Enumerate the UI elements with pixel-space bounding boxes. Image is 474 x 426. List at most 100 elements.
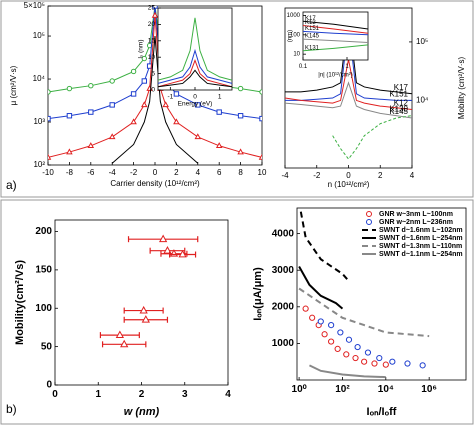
marker	[376, 354, 383, 362]
panel-label: a)	[6, 178, 17, 192]
series-line	[158, 48, 232, 84]
x-tick-label: 2	[174, 168, 179, 177]
marker	[178, 249, 187, 258]
marker	[321, 331, 328, 338]
y-axis-label: Iₒₙ(μA/μm)	[252, 267, 264, 321]
marker	[237, 85, 244, 92]
marker	[337, 329, 344, 336]
marker	[328, 338, 335, 345]
y-axis-label: Mobility(cm²/Vs)	[14, 260, 26, 345]
x-tick-label: 4	[225, 389, 231, 400]
plot-area	[302, 11, 369, 61]
series-label: K12	[394, 99, 409, 108]
legend-label: SWNT d~1.6nm L~102nm	[379, 227, 463, 234]
marker	[141, 55, 148, 62]
y-axis-label: lₛ (nm)	[138, 39, 145, 58]
marker	[48, 89, 51, 95]
x-tick-label: 1	[345, 64, 349, 70]
marker	[141, 315, 150, 323]
series-line	[303, 38, 368, 43]
y-tick-label: 0	[46, 380, 52, 391]
y-axis-label: μ (cm²/V·s)	[9, 65, 18, 105]
y-tick-label: 50	[41, 341, 53, 352]
panel-frame	[0, 199, 474, 425]
y-tick-label: 10⁵	[33, 31, 45, 40]
marker	[354, 343, 361, 351]
marker	[317, 318, 324, 325]
marker	[366, 219, 372, 225]
marker	[108, 133, 116, 140]
x-tick-label: -8	[66, 168, 74, 177]
series-line	[303, 44, 368, 52]
legend-label: SWNT d~1.3nm L~110nm	[379, 243, 462, 250]
x-tick-label: 10⁴	[378, 384, 394, 395]
x-axis-label: Energy (eV)	[178, 101, 213, 108]
series-line	[303, 20, 368, 30]
series-line	[298, 287, 430, 338]
marker	[361, 358, 368, 365]
marker	[173, 118, 180, 125]
y-tick-label: 25	[148, 5, 156, 12]
marker	[382, 361, 389, 368]
marker	[151, 11, 159, 18]
marker	[309, 314, 316, 321]
y-tick-label: 4000	[272, 228, 295, 239]
marker	[259, 115, 262, 122]
marker	[215, 142, 223, 149]
plot-area	[54, 219, 229, 386]
marker	[162, 101, 169, 108]
plot: 10⁰ 10² 10⁴ 10⁶ 1000 2000 3000 4000 Iₒₙ/Iₒff Iₒₙ(…	[252, 207, 467, 418]
series-line	[158, 59, 232, 88]
x-tick-label: 0.1	[299, 64, 308, 70]
marker	[195, 102, 201, 108]
marker	[404, 360, 411, 367]
series-label: K145	[305, 34, 320, 40]
series-label: K151	[305, 26, 320, 32]
x-axis-label: Iₒₙ/Iₒff	[367, 406, 397, 418]
legend-label: SWNT d~1.1nm L~254nm	[379, 251, 463, 258]
marker	[139, 305, 148, 314]
y-tick-label: 1000	[287, 13, 301, 19]
y-tick-label: 3000	[272, 265, 295, 276]
marker	[109, 78, 115, 84]
series-line	[48, 6, 262, 120]
marker	[237, 113, 244, 119]
marker	[343, 351, 350, 358]
y-tick-label: 10⁵	[416, 37, 428, 46]
series-label: K130	[389, 105, 408, 114]
x-tick-label: -1	[167, 94, 173, 101]
marker	[87, 142, 95, 149]
panel-label: b)	[6, 402, 17, 416]
series-group	[99, 234, 199, 348]
marker	[141, 78, 148, 84]
series-label: K17	[305, 16, 316, 22]
x-tick-label: 10²	[335, 384, 350, 395]
series-group	[158, 17, 232, 88]
x-axis-label: Carrier density (10¹²/cm²)	[110, 179, 200, 188]
x-tick-label: 4	[410, 171, 415, 180]
series-label: K12	[305, 20, 316, 26]
x-axis-label: |n| (10¹²/cm²)	[318, 73, 352, 79]
series-line	[285, 81, 412, 119]
marker	[334, 345, 341, 352]
marker	[237, 148, 244, 155]
marker	[66, 148, 73, 155]
legend-label: GNR w~2nm L~236nm	[379, 219, 453, 226]
marker	[88, 82, 94, 89]
x-tick-label: 0	[52, 389, 58, 400]
x-axis-label: n (10¹²/cm²)	[328, 180, 370, 189]
series-line	[332, 115, 412, 160]
marker	[48, 115, 51, 122]
marker	[173, 91, 180, 97]
plot: 0 1 2 3 4 0 50 100 150 200 w (nm) Mobility(cm²/Vs)	[14, 219, 231, 418]
y-tick-label: 1000	[272, 338, 295, 349]
marker	[366, 211, 372, 217]
marker	[345, 336, 353, 343]
marker	[419, 362, 426, 369]
y-tick-label: 5×10⁵	[24, 1, 45, 10]
x-tick-label: 0	[153, 168, 158, 177]
marker	[130, 68, 137, 75]
series-group	[298, 211, 430, 379]
plot-area	[296, 207, 467, 381]
marker	[120, 339, 129, 348]
